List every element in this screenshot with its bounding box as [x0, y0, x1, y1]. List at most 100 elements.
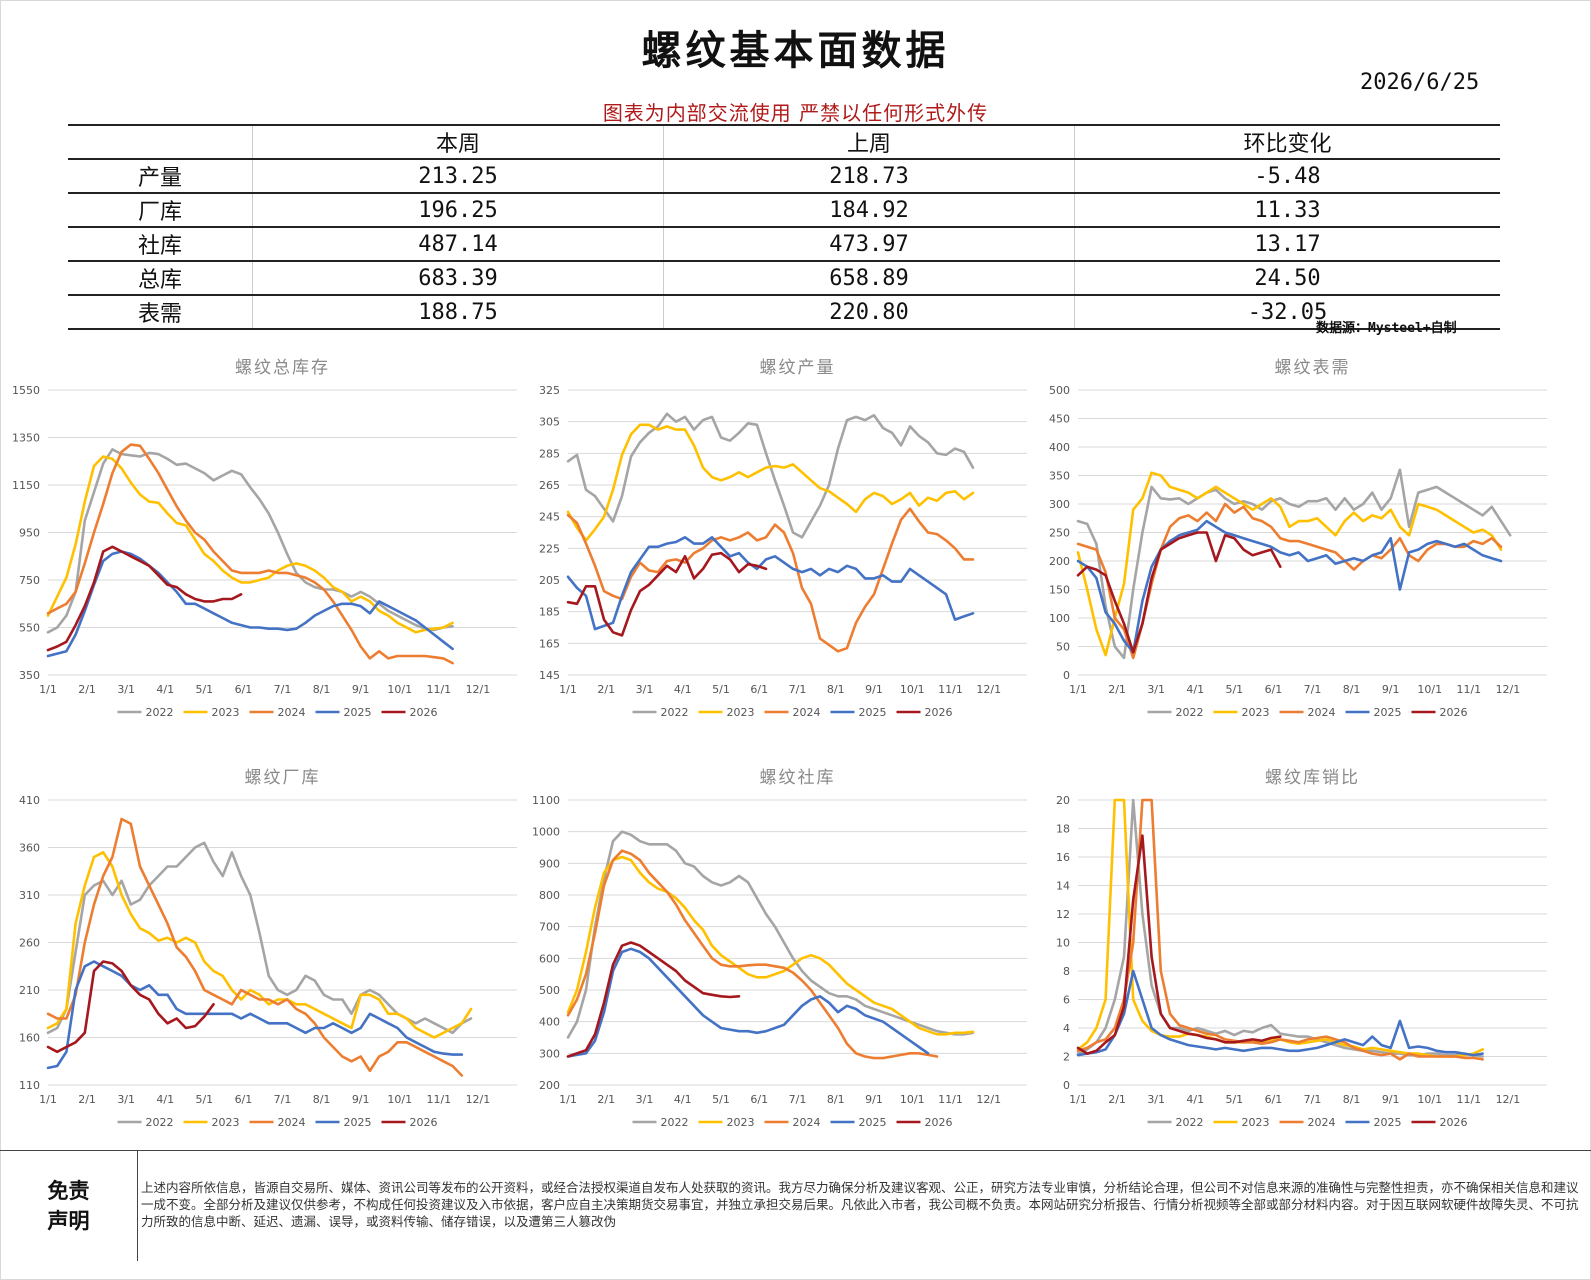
- legend-label: 2024: [1308, 706, 1336, 719]
- legend-label: 2023: [212, 706, 240, 719]
- y-tick-label: 260: [19, 937, 40, 950]
- legend-label: 2022: [146, 706, 174, 719]
- cell-this-week: 487.14: [252, 227, 664, 262]
- x-tick-label: 1/1: [1069, 683, 1087, 696]
- cell-this-week: 196.25: [252, 193, 664, 228]
- y-tick-label: 20: [1056, 794, 1070, 807]
- y-tick-label: 360: [19, 842, 40, 855]
- x-tick-label: 3/1: [636, 1093, 654, 1106]
- series-line-2026: [566, 551, 768, 637]
- y-tick-label: 800: [539, 889, 560, 902]
- cell-change: -5.48: [1074, 159, 1500, 194]
- legend-label: 2026: [410, 706, 438, 719]
- series-line-2024: [46, 443, 454, 665]
- chart-title: 螺纹总库存: [235, 358, 330, 378]
- x-tick-label: 11/1: [426, 1093, 451, 1106]
- summary-header-last-week: 上周: [663, 124, 1075, 160]
- y-tick-label: 400: [539, 1016, 560, 1029]
- cell-this-week: 213.25: [252, 159, 664, 194]
- legend: 2022 2023 2024 2025 2026: [117, 1116, 438, 1129]
- legend-label: 2026: [1440, 706, 1468, 719]
- summary-header-row: 本周 上周 环比变化: [68, 124, 1500, 160]
- cell-change: 24.50: [1074, 261, 1500, 296]
- y-tick-label: 145: [539, 669, 560, 682]
- summary-header-blank: [68, 124, 253, 160]
- y-tick-label: 325: [539, 384, 560, 397]
- x-tick-label: 7/1: [274, 1093, 292, 1106]
- y-tick-label: 750: [19, 574, 40, 587]
- y-tick-label: 185: [539, 606, 560, 619]
- cell-change: 13.17: [1074, 227, 1500, 262]
- y-tick-label: 210: [19, 984, 40, 997]
- cell-last-week: 658.89: [663, 261, 1075, 296]
- x-tick-label: 9/1: [352, 1093, 370, 1106]
- y-tick-label: 950: [19, 527, 40, 540]
- x-tick-label: 10/1: [1417, 1093, 1442, 1106]
- summary-table: 本周 上周 环比变化 产量 213.25 218.73 -5.48 厂库 196…: [68, 124, 1500, 330]
- y-tick-label: 6: [1063, 994, 1070, 1007]
- x-tick-label: 4/1: [156, 683, 174, 696]
- legend-label: 2025: [1374, 1116, 1402, 1129]
- y-tick-label: 18: [1056, 823, 1070, 836]
- x-tick-label: 8/1: [1343, 683, 1361, 696]
- legend-label: 2025: [1374, 706, 1402, 719]
- table-row: 产量 213.25 218.73 -5.48: [68, 159, 1500, 194]
- x-tick-label: 2/1: [597, 1093, 615, 1106]
- series-line-2022: [46, 841, 473, 1035]
- internal-use-notice: 图表为内部交流使用 严禁以任何形式外传: [602, 101, 989, 125]
- row-label: 厂库: [68, 193, 253, 228]
- legend-label: 2023: [1242, 706, 1270, 719]
- series-line-2024: [1076, 798, 1484, 1061]
- x-tick-label: 12/1: [1496, 1093, 1521, 1106]
- x-tick-label: 9/1: [865, 1093, 883, 1106]
- y-tick-label: 200: [539, 1079, 560, 1092]
- x-tick-label: 8/1: [827, 683, 845, 696]
- y-tick-label: 300: [539, 1047, 560, 1060]
- series-line-2026: [46, 545, 243, 652]
- series-line-2022: [566, 412, 975, 539]
- x-tick-label: 10/1: [387, 1093, 412, 1106]
- x-tick-label: 10/1: [1417, 683, 1442, 696]
- y-tick-label: 8: [1063, 965, 1070, 978]
- x-tick-label: 9/1: [865, 683, 883, 696]
- x-tick-label: 6/1: [1265, 1093, 1283, 1106]
- disclaimer-text: 上述内容所依信息，皆源自交易所、媒体、资讯公司等发布的公开资料，或经合法授权渠道…: [141, 1180, 1579, 1229]
- x-tick-label: 9/1: [1382, 683, 1400, 696]
- y-tick-label: 150: [1049, 584, 1070, 597]
- y-tick-label: 14: [1056, 880, 1070, 893]
- x-tick-label: 3/1: [1147, 1093, 1165, 1106]
- chart-title: 螺纹库销比: [1265, 768, 1360, 788]
- y-tick-label: 110: [19, 1079, 40, 1092]
- y-tick-label: 350: [1049, 470, 1070, 483]
- x-tick-label: 3/1: [636, 683, 654, 696]
- chart-production: 螺纹产量 145 165 185 205 225 245 265 285 305 325 1/1 2/1…: [520, 345, 1035, 730]
- legend-label: 2022: [661, 1116, 689, 1129]
- legend-label: 2026: [410, 1116, 438, 1129]
- x-tick-label: 5/1: [1225, 683, 1243, 696]
- y-tick-label: 450: [1049, 413, 1070, 426]
- y-tick-label: 1000: [532, 826, 560, 839]
- chart-title: 螺纹表需: [1275, 358, 1351, 378]
- chart-social-inventory: 螺纹社库 200 300 400 500 600 700 800 900 1000 1100 1/1 2…: [520, 755, 1035, 1140]
- legend-label: 2024: [1308, 1116, 1336, 1129]
- x-tick-label: 1/1: [39, 683, 57, 696]
- chart-total-inventory: 螺纹总库存 350 550 750 950 1150 1350 1550 1/1 2/1 3/1 4/…: [0, 345, 525, 730]
- y-tick-label: 350: [19, 669, 40, 682]
- x-tick-label: 3/1: [117, 683, 135, 696]
- x-tick-label: 7/1: [1304, 683, 1322, 696]
- y-tick-label: 50: [1056, 641, 1070, 654]
- summary-header-this-week: 本周: [252, 124, 664, 160]
- series-line-2026: [566, 941, 741, 1058]
- series-line-2023: [46, 455, 454, 634]
- series-line-2022: [566, 830, 975, 1039]
- y-tick-label: 200: [1049, 555, 1070, 568]
- y-tick-label: 16: [1056, 851, 1070, 864]
- report-date: 2026/6/25: [1360, 70, 1480, 95]
- x-tick-label: 5/1: [712, 1093, 730, 1106]
- x-tick-label: 4/1: [674, 683, 692, 696]
- legend: 2022 2023 2024 2025 2026: [1147, 706, 1468, 719]
- legend-label: 2025: [859, 706, 887, 719]
- legend-label: 2026: [925, 1116, 953, 1129]
- y-tick-label: 400: [1049, 441, 1070, 454]
- y-tick-label: 1550: [12, 384, 40, 397]
